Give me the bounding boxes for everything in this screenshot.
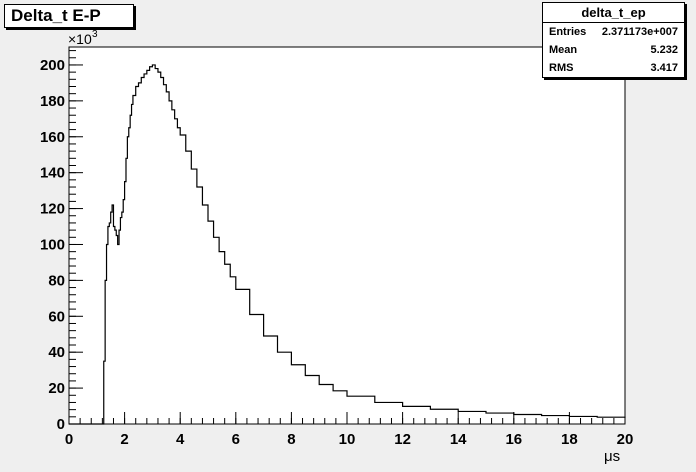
axis-ticks — [68, 50, 626, 425]
stats-name: delta_t_ep — [543, 3, 684, 23]
stats-row-rms: RMS 3.417 — [543, 59, 684, 77]
y-tick-label: 80 — [48, 272, 65, 289]
y-tick-label: 60 — [48, 308, 65, 325]
stats-row-entries: Entries 2.371173e+007 — [543, 23, 684, 41]
x-tick-label: 10 — [339, 431, 356, 448]
chart-title: Delta_t E-P — [4, 4, 134, 28]
y-tick-label: 120 — [40, 201, 65, 218]
mean-value: 5.232 — [650, 44, 678, 56]
rms-label: RMS — [549, 62, 574, 74]
x-tick-label: 14 — [450, 431, 467, 448]
tick-labels: 0 2 4 6 8 10 12 14 16 18 2002040608010012014016018… — [40, 57, 633, 448]
y-tick-label: 40 — [48, 344, 65, 361]
y-tick-label: 20 — [48, 380, 65, 397]
y-tick-label: 200 — [40, 57, 65, 74]
stats-box: delta_t_ep Entries 2.371173e+007 Mean 5.… — [542, 2, 685, 78]
y-tick-label: 100 — [40, 236, 65, 253]
y-exponent-base: ×10 — [68, 31, 92, 47]
x-tick-label: 12 — [394, 431, 411, 448]
mean-label: Mean — [549, 44, 578, 56]
x-tick-label: 18 — [561, 431, 578, 448]
y-exponent-power: 3 — [92, 29, 98, 40]
x-tick-label: 8 — [287, 431, 295, 448]
y-tick-label: 140 — [40, 165, 65, 182]
rms-value: 3.417 — [650, 62, 678, 74]
chart-title-text: Delta_t E-P — [11, 6, 101, 25]
y-tick-label: 0 — [57, 416, 65, 433]
entries-label: Entries — [549, 26, 587, 38]
x-unit-label: μs — [604, 448, 620, 465]
y-tick-label: 160 — [40, 129, 65, 146]
y-tick-label: 180 — [40, 93, 65, 110]
x-tick-label: 6 — [232, 431, 240, 448]
x-tick-label: 16 — [505, 431, 522, 448]
x-tick-label: 4 — [176, 431, 185, 448]
x-tick-label: 0 — [65, 431, 73, 448]
x-tick-label: 20 — [617, 431, 634, 448]
plot-frame — [68, 46, 626, 425]
histogram-line — [69, 64, 626, 425]
entries-value: 2.371173e+007 — [601, 26, 678, 38]
stats-row-mean: Mean 5.232 — [543, 41, 684, 59]
x-tick-label: 2 — [120, 431, 128, 448]
